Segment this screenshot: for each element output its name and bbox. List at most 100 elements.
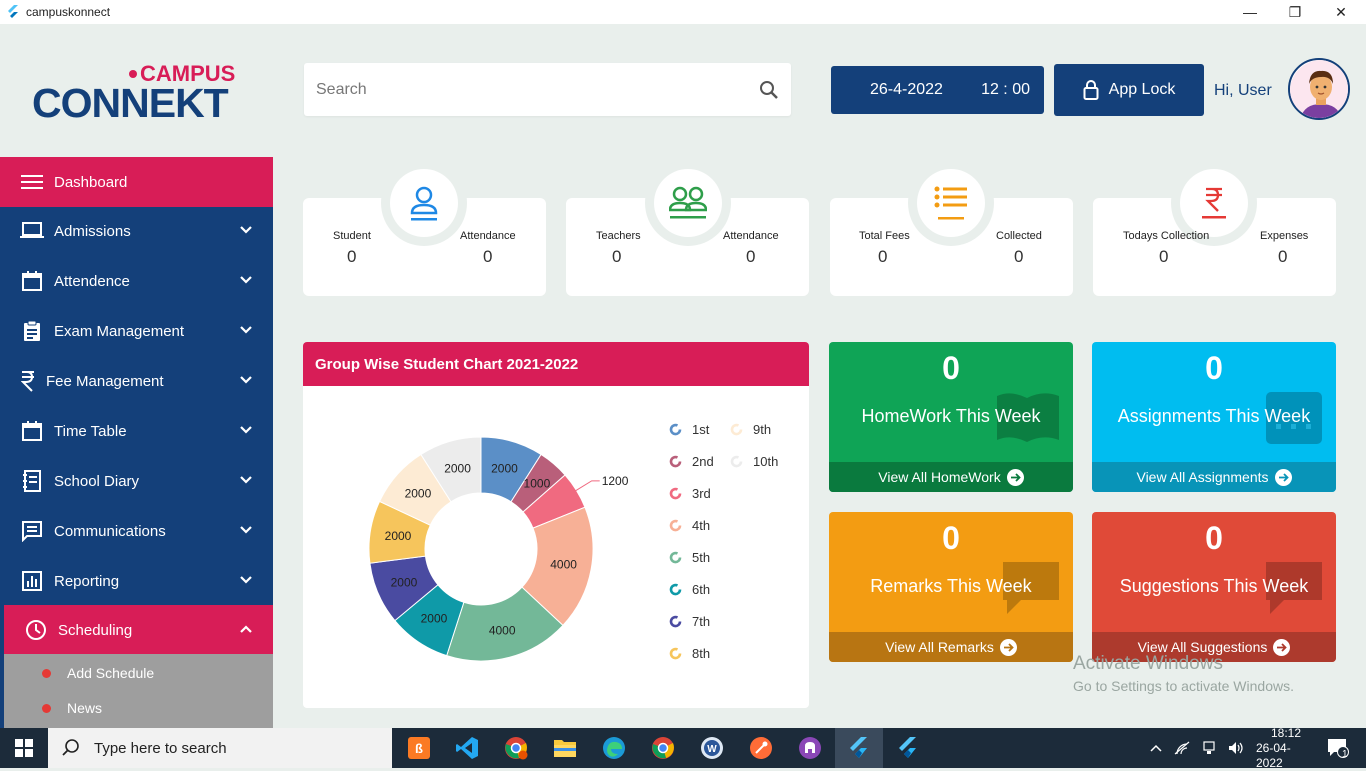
remarks-count: 0: [942, 520, 960, 556]
flutter-taskbar-icon-2[interactable]: [884, 728, 932, 768]
slice-value-label: 2000: [421, 612, 448, 626]
legend-item-5th[interactable]: 5th: [669, 550, 710, 565]
suggestions-count: 0: [1205, 520, 1223, 556]
chevron-up-icon[interactable]: [1150, 743, 1162, 753]
sidebar-item-label: Communications: [54, 522, 166, 540]
legend-item-9th[interactable]: 9th: [730, 422, 771, 437]
sidebar-item-time-table[interactable]: Time Table: [0, 406, 273, 456]
campus-konnect-logo[interactable]: CAMPUS CONNEKT: [30, 60, 245, 126]
flutter-taskbar-icon[interactable]: [835, 728, 883, 768]
stat-left-value: 0: [612, 247, 622, 266]
current-date: 26-4-2022: [870, 81, 943, 98]
arrow-right-icon: [999, 638, 1017, 656]
edge-icon[interactable]: [590, 728, 638, 768]
remarks-card[interactable]: 0 Remarks This Week View All Remarks: [829, 512, 1073, 662]
flutter-app-icon: [8, 5, 18, 18]
view-all-homework-link[interactable]: View All HomeWork: [829, 462, 1073, 492]
stat-card-fees[interactable]: Total Fees 0 Collected 0: [830, 160, 1073, 296]
taskbar-search-placeholder: Type here to search: [94, 739, 227, 757]
stat-card-teachers[interactable]: Teachers 0 Attendance 0: [566, 160, 809, 296]
legend-item-3rd[interactable]: 3rd: [669, 486, 711, 501]
display-icon[interactable]: [1202, 741, 1216, 755]
legend-label: 7th: [692, 614, 711, 629]
chevron-down-icon: [240, 226, 252, 234]
chat-icon: [20, 519, 44, 543]
file-explorer-icon[interactable]: [541, 728, 589, 768]
stat-icon-circle: [1171, 160, 1257, 246]
legend-marker-icon: [669, 583, 682, 596]
sidebar-item-reporting[interactable]: Reporting: [0, 556, 273, 606]
slice-value-label: 2000: [405, 487, 432, 501]
search-bar[interactable]: [304, 63, 791, 116]
sidebar: Dashboard Admissions Attendence Exam Man…: [0, 157, 273, 728]
legend-item-2nd[interactable]: 2nd: [669, 454, 714, 469]
windows-start-button[interactable]: [0, 728, 48, 768]
legend-item-1st[interactable]: 1st: [669, 422, 709, 437]
vscode-icon[interactable]: [443, 728, 491, 768]
chevron-down-icon: [240, 576, 252, 584]
keyboard-icon: [1266, 392, 1322, 444]
comment-icon: [1003, 562, 1059, 614]
date-time-display: 26-4-2022 12 : 00: [831, 66, 1044, 114]
donut-chart: 2000 1000 1200 4000 4000 2000 2000 2000 2000 2000: [368, 436, 629, 662]
search-input[interactable]: [316, 80, 759, 99]
rupee-icon: [1202, 187, 1226, 219]
avatar[interactable]: [1288, 58, 1350, 120]
stat-card-students[interactable]: Student 0 Attendance 0: [303, 160, 546, 296]
legend-label: 4th: [692, 518, 711, 533]
legend-item-10th[interactable]: 10th: [730, 454, 778, 469]
sidebar-item-label: Admissions: [54, 222, 131, 240]
chrome-icon[interactable]: [639, 728, 687, 768]
maximize-button[interactable]: ❐: [1288, 3, 1302, 20]
taskbar-search-box[interactable]: Type here to search: [48, 728, 392, 768]
assignments-card[interactable]: 0 Assignments This Week View All Assignm…: [1092, 342, 1336, 492]
notification-center-button[interactable]: 1: [1318, 728, 1358, 768]
sidebar-item-scheduling[interactable]: Scheduling: [4, 605, 273, 655]
sidebar-item-attendence[interactable]: Attendence: [0, 256, 273, 306]
suggestions-card[interactable]: 0 Suggestions This Week View All Suggest…: [1092, 512, 1336, 662]
legend-label: 3rd: [692, 486, 711, 501]
word-app-icon[interactable]: W: [688, 728, 736, 768]
minimize-button[interactable]: —: [1243, 4, 1257, 20]
chevron-down-icon: [240, 276, 252, 284]
sidebar-item-admissions[interactable]: Admissions: [0, 206, 273, 256]
legend-label: 2nd: [692, 454, 714, 469]
sidebar-item-fee-management[interactable]: Fee Management: [0, 356, 273, 406]
sidebar-item-dashboard[interactable]: Dashboard: [0, 157, 273, 207]
xampp-icon[interactable]: ß: [395, 728, 443, 768]
taskbar-time: 18:12: [1270, 725, 1302, 740]
submenu-item-add-schedule[interactable]: Add Schedule: [4, 656, 273, 690]
pie-slice-10th[interactable]: [420, 436, 482, 503]
app-lock-button[interactable]: App Lock: [1054, 64, 1204, 116]
sidebar-item-school-diary[interactable]: School Diary: [0, 456, 273, 506]
chrome-profile-icon[interactable]: [492, 728, 540, 768]
network-icon[interactable]: [1174, 741, 1190, 755]
assignments-count: 0: [1205, 350, 1223, 386]
view-all-remarks-link[interactable]: View All Remarks: [829, 632, 1073, 662]
postman-icon[interactable]: [737, 728, 785, 768]
homework-card[interactable]: 0 HomeWork This Week View All HomeWork: [829, 342, 1073, 492]
github-desktop-icon[interactable]: [786, 728, 834, 768]
sidebar-item-communications[interactable]: Communications: [0, 506, 273, 556]
app-lock-label: App Lock: [1108, 81, 1176, 98]
bullet-icon: [42, 703, 51, 713]
slice-value-label: 1200: [602, 474, 629, 488]
volume-icon[interactable]: [1228, 741, 1244, 755]
legend-item-6th[interactable]: 6th: [669, 582, 710, 597]
stat-card-collection[interactable]: Todays Collection 0 Expenses 0: [1093, 160, 1336, 296]
sidebar-item-exam-management[interactable]: Exam Management: [0, 306, 273, 356]
taskbar-clock[interactable]: 18:12 26-04-2022: [1256, 725, 1316, 770]
legend-item-8th[interactable]: 8th: [669, 646, 710, 661]
current-time: 12 : 00: [981, 81, 1030, 98]
submenu-item-news[interactable]: News: [4, 691, 273, 725]
slice-value-label: 2000: [391, 576, 418, 590]
view-all-assignments-link[interactable]: View All Assignments: [1092, 462, 1336, 492]
close-button[interactable]: ✕: [1335, 3, 1347, 20]
view-all-suggestions-link[interactable]: View All Suggestions: [1092, 632, 1336, 662]
group-wise-student-chart: Group Wise Student Chart 2021-2022 2000 1…: [303, 342, 809, 708]
legend-item-4th[interactable]: 4th: [669, 518, 710, 533]
sidebar-item-label: Reporting: [54, 572, 120, 590]
search-icon[interactable]: [759, 80, 779, 100]
legend-item-7th[interactable]: 7th: [669, 614, 710, 629]
stat-left-value: 0: [347, 247, 357, 266]
